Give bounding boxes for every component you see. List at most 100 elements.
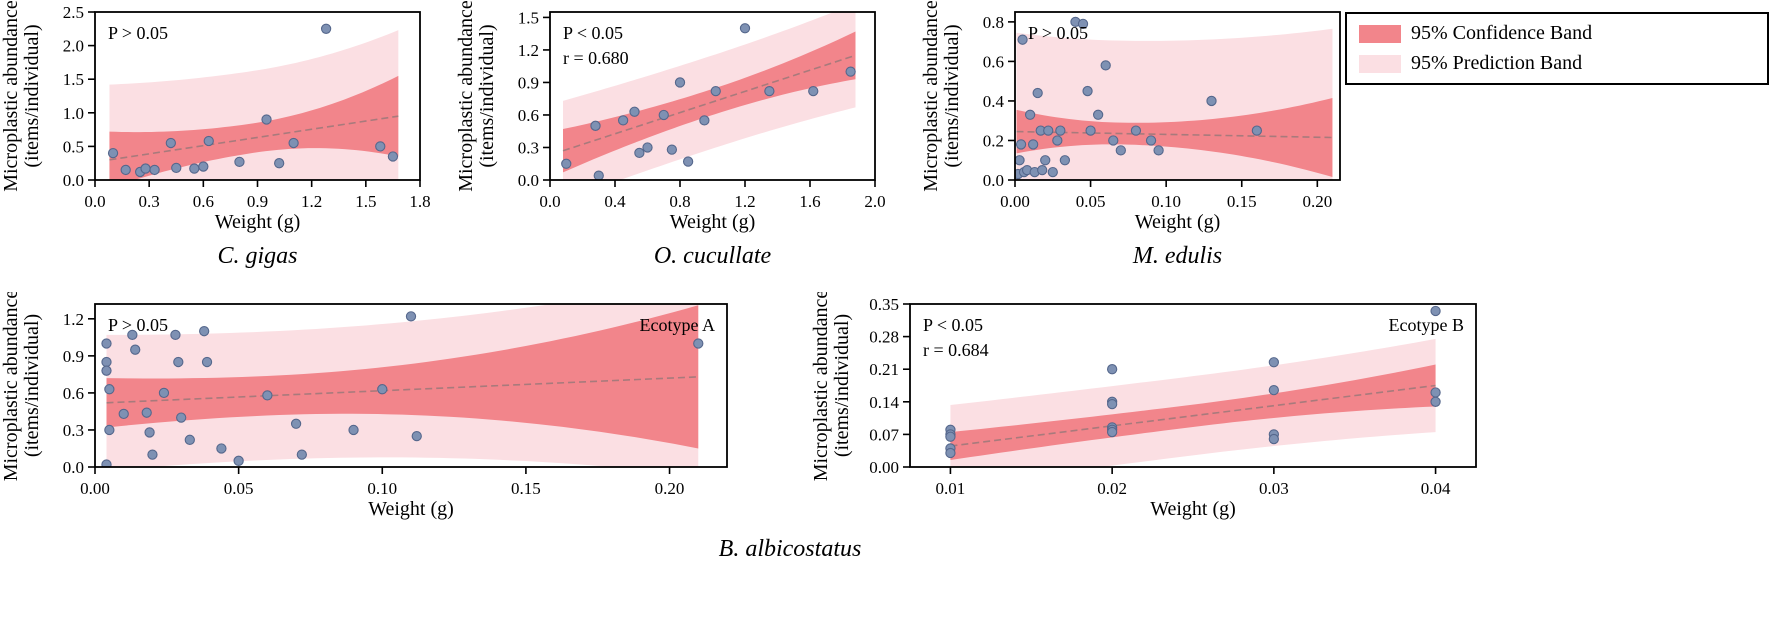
data-point (590, 120, 601, 131)
x-tick-label: 0.3 (139, 192, 160, 211)
y-tick-label: 0.35 (869, 295, 899, 314)
x-tick-label: 0.20 (1302, 192, 1332, 211)
data-point (140, 163, 151, 174)
data-point (158, 387, 170, 399)
chart-o-cucullate: 0.0 0.4 0.8 1.2 1.6 2.0 0.0 0.3 0.6 0.9 1.2 1.5 Weig… (455, 0, 895, 270)
data-point (1092, 109, 1104, 120)
data-point (1047, 166, 1058, 178)
x-tick-label: 0.4 (604, 192, 626, 211)
data-point (130, 344, 141, 355)
y-axis-label: (items/individual) (21, 314, 43, 457)
y-tick-label: 0.2 (983, 131, 1004, 150)
data-point (693, 338, 704, 349)
x-tick-label: 0.00 (80, 479, 110, 498)
data-point (375, 141, 386, 152)
x-tick-label: 0.9 (247, 192, 268, 211)
y-tick-label: 0.4 (983, 92, 1005, 111)
data-point (101, 338, 112, 349)
data-point (405, 311, 417, 322)
y-axis-label: Microplastic abundance (0, 292, 22, 481)
data-point (377, 384, 388, 395)
chart-o-cucullate-svg: 0.0 0.4 0.8 1.2 1.6 2.0 0.0 0.3 0.6 0.9 1.2 1.5 Weig… (455, 0, 886, 233)
data-point (682, 156, 694, 167)
x-tick-label: 0.01 (936, 479, 966, 498)
y-tick-label: 1.5 (63, 70, 84, 89)
y-tick-label: 0.0 (518, 171, 539, 190)
chart-b-albicostatus-ecotype-b: 0.01 0.02 0.03 0.04 0.00 0.07 0.14 0.21 0.28 0.35… (810, 290, 1490, 527)
y-tick-label: 0.3 (63, 421, 84, 440)
stat-annotation: P < 0.05 (923, 315, 983, 335)
data-point (201, 356, 213, 368)
x-tick-label: 1.2 (734, 192, 755, 211)
data-point (1206, 95, 1217, 107)
y-axis-label: Microplastic abundance (0, 0, 22, 192)
data-point (176, 412, 187, 423)
y-tick-label: 0.0 (63, 458, 84, 477)
y-tick-label: 2.0 (63, 37, 84, 56)
x-tick-label: 0.15 (1227, 192, 1257, 211)
data-point (1085, 125, 1096, 136)
plot-area (561, 12, 856, 180)
data-point (634, 147, 645, 159)
legend: 95% Confidence Band 95% Prediction Band (1345, 12, 1769, 85)
y-tick-label: 0.28 (869, 328, 899, 347)
confidence-band-swatch-icon (1359, 24, 1401, 43)
x-axis-label: Weight (g) (670, 211, 756, 233)
data-point (1052, 135, 1063, 146)
stat-annotation: r = 0.684 (923, 340, 989, 360)
y-tick-label: 1.2 (518, 41, 539, 60)
y-tick-label: 0.3 (518, 138, 539, 157)
regression-line (950, 384, 1436, 447)
data-point (189, 163, 200, 174)
x-tick-label: 0.04 (1421, 479, 1451, 498)
prediction-band-swatch-icon (1359, 54, 1401, 73)
data-point (1043, 125, 1054, 136)
data-point (411, 430, 422, 442)
data-point (739, 23, 751, 34)
data-point (170, 329, 181, 341)
data-point (290, 418, 302, 429)
data-point (1108, 135, 1119, 146)
x-tick-label: 2.0 (864, 192, 885, 211)
data-point (1268, 433, 1280, 445)
data-point (1037, 164, 1048, 176)
x-tick-label: 0.15 (511, 479, 541, 498)
data-point (184, 434, 195, 445)
x-tick-label: 0.10 (367, 479, 397, 498)
x-tick-label: 1.2 (301, 192, 322, 211)
regression-line (562, 54, 856, 152)
data-point (845, 66, 856, 77)
stat-annotation: r = 0.680 (563, 48, 629, 68)
plot-area (101, 304, 704, 467)
x-tick-label: 0.05 (1076, 192, 1106, 211)
chart-caption-o-cucullate: O. cucullate (653, 243, 772, 269)
data-point (320, 23, 332, 34)
x-tick-label: 0.6 (193, 192, 214, 211)
data-point (1077, 18, 1089, 30)
data-point (945, 431, 956, 442)
chart-m-edulis-svg: 0.00 0.05 0.10 0.15 0.20 0.0 0.2 0.4 0.6 0.8 Weigh… (920, 0, 1341, 233)
chart-m-edulis: 0.00 0.05 0.10 0.15 0.20 0.0 0.2 0.4 0.6 0.8 Weigh… (920, 0, 1360, 270)
data-point (1268, 357, 1280, 368)
data-point (808, 85, 819, 97)
y-tick-label: 2.5 (63, 3, 84, 22)
data-point (118, 408, 129, 420)
y-tick-label: 0.9 (63, 347, 84, 366)
y-tick-label: 0.21 (869, 360, 899, 379)
data-point (274, 158, 285, 169)
stat-annotation: P > 0.05 (108, 315, 168, 335)
data-point (101, 365, 112, 376)
legend-item-confidence-band: 95% Confidence Band (1359, 22, 1755, 45)
y-tick-label: 0.6 (63, 384, 84, 403)
y-tick-label: 0.6 (518, 106, 539, 125)
confidence-band (109, 75, 399, 180)
stat-annotation: P > 0.05 (108, 23, 168, 43)
data-point (1015, 139, 1027, 150)
data-point (1430, 305, 1441, 317)
data-point (147, 449, 158, 460)
y-axis-label: (items/individual) (476, 24, 498, 167)
y-axis-label: (items/individual) (21, 24, 43, 167)
data-point (144, 427, 155, 438)
data-point (173, 356, 184, 368)
